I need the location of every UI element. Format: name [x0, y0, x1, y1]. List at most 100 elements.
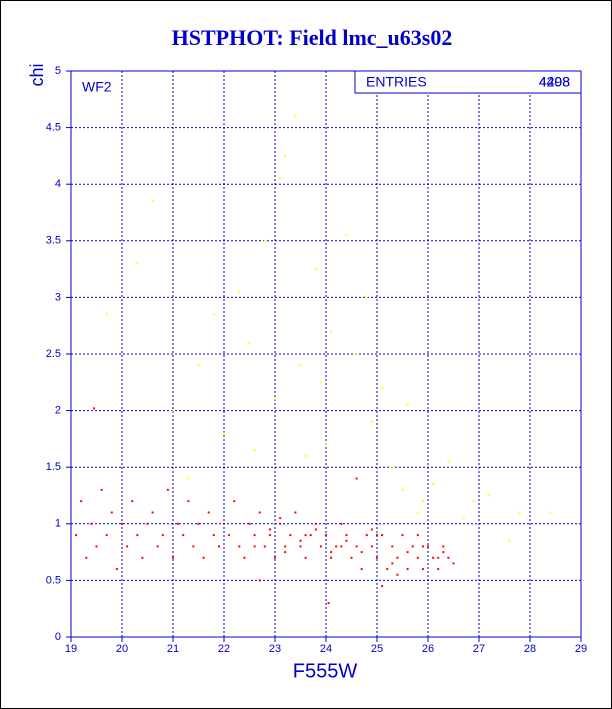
point: [126, 545, 129, 548]
y-tick-label: 4.5: [46, 122, 61, 134]
y-tick-label: 0: [55, 631, 61, 643]
point: [421, 568, 424, 571]
point: [166, 488, 169, 491]
point: [187, 477, 190, 480]
point: [406, 403, 409, 406]
point: [80, 500, 83, 503]
y-tick-label: 3: [55, 291, 61, 303]
point: [279, 522, 282, 525]
stats-value: 4498: [539, 74, 570, 90]
point: [279, 517, 282, 520]
point: [299, 545, 302, 548]
point: [253, 545, 256, 548]
point: [365, 534, 368, 537]
point: [172, 409, 174, 412]
point: [406, 551, 409, 554]
point: [105, 313, 108, 316]
point: [92, 407, 95, 410]
x-tick-label: 21: [167, 643, 179, 655]
point: [304, 534, 307, 537]
point: [442, 545, 445, 548]
point: [172, 556, 174, 559]
x-tick-label: 28: [524, 643, 536, 655]
stats-box: [354, 70, 582, 94]
point: [391, 466, 394, 469]
point: [177, 522, 180, 525]
panel-label: WF2: [82, 79, 112, 95]
point: [314, 522, 317, 525]
point: [202, 556, 205, 559]
point: [365, 296, 368, 299]
x-tick-label: 27: [473, 643, 485, 655]
point: [284, 545, 287, 548]
point: [381, 534, 384, 537]
point: [95, 545, 98, 548]
point: [268, 534, 271, 537]
y-tick-label: 2: [55, 405, 61, 417]
stats-label: ENTRIES: [366, 74, 427, 90]
point: [350, 556, 353, 559]
point: [131, 500, 134, 503]
point: [391, 562, 394, 565]
x-tick-label: 29: [575, 643, 587, 655]
point: [263, 239, 266, 242]
x-axis-label: F555W: [293, 660, 358, 682]
point: [187, 500, 190, 503]
point: [248, 522, 251, 525]
point: [105, 534, 108, 537]
point: [115, 568, 118, 571]
point: [182, 534, 185, 537]
stats-value: 4208: [539, 74, 570, 90]
point: [421, 500, 424, 503]
point: [416, 556, 419, 559]
point: [284, 551, 287, 554]
point: [90, 522, 93, 525]
point: [207, 511, 210, 514]
point: [299, 364, 302, 367]
point: [437, 568, 440, 571]
point: [161, 534, 164, 537]
point: [319, 381, 322, 384]
point: [212, 313, 215, 316]
point: [432, 556, 435, 559]
chart-title: HSTPHOT: Field lmc_u63s02: [172, 25, 453, 50]
point: [335, 545, 338, 548]
point: [345, 234, 348, 237]
point: [325, 534, 327, 537]
y-axis-label: chi: [27, 63, 47, 86]
point: [360, 568, 363, 571]
point: [192, 545, 195, 548]
point: [330, 551, 333, 554]
point: [345, 539, 348, 542]
point: [391, 545, 394, 548]
point: [330, 330, 333, 333]
point: [217, 545, 220, 548]
point: [421, 545, 424, 548]
point: [462, 517, 465, 520]
point: [279, 177, 282, 180]
point: [452, 562, 455, 565]
point: [416, 511, 419, 514]
point: [248, 341, 251, 344]
point: [411, 545, 414, 548]
point: [197, 364, 200, 367]
point: [381, 585, 384, 588]
point: [75, 534, 78, 537]
point: [304, 556, 307, 559]
point: [238, 290, 241, 293]
point: [136, 534, 139, 537]
point: [156, 545, 159, 548]
point: [549, 511, 552, 514]
point: [330, 556, 333, 559]
y-tick-label: 4: [55, 178, 61, 190]
point: [447, 556, 450, 559]
point: [386, 568, 389, 571]
point: [141, 556, 144, 559]
point: [289, 534, 292, 537]
point: [253, 449, 256, 452]
point: [381, 386, 384, 389]
point: [223, 522, 225, 525]
x-tick-label: 23: [269, 643, 281, 655]
